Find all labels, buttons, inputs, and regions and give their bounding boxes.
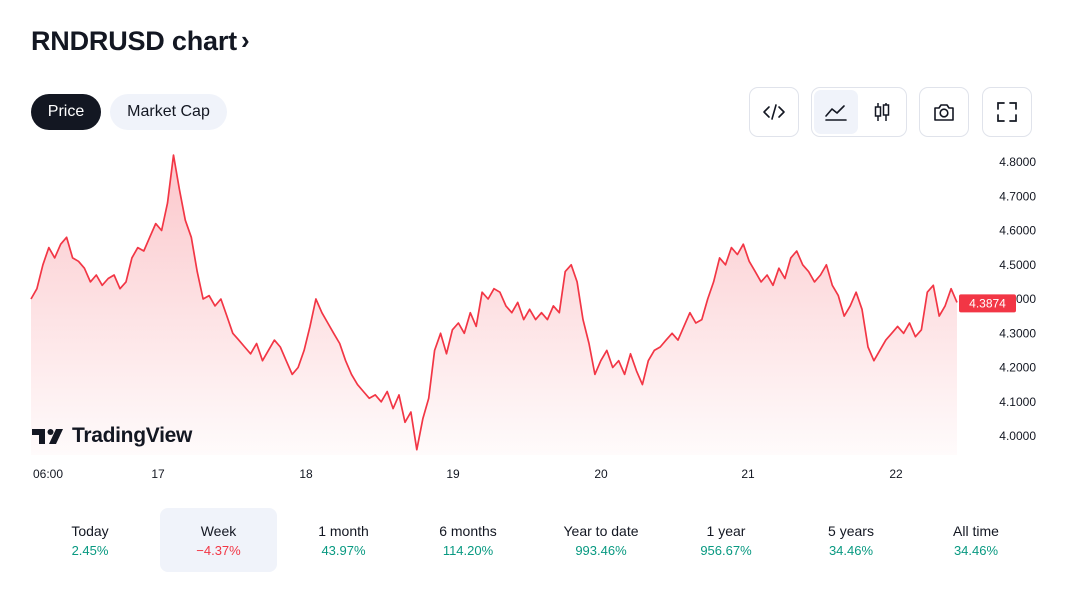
chart-title-text: RNDRUSD chart — [31, 26, 237, 56]
x-tick-label: 19 — [446, 467, 460, 481]
chevron-right-icon: › — [240, 25, 250, 55]
period-selector: Today 2.45% Week −4.37% 1 month 43.97% 6… — [20, 508, 1060, 572]
y-tick-label: 4.1000 — [999, 395, 1036, 409]
period-label: Week — [200, 522, 237, 539]
y-tick-label: 4.8000 — [999, 155, 1036, 169]
period-label: 1 year — [706, 522, 746, 539]
y-tick-label: 4.7000 — [999, 189, 1036, 203]
y-tick-label: 4.0000 — [999, 429, 1036, 443]
y-tick-label: 4.5000 — [999, 258, 1036, 272]
tab-price-label: Price — [47, 103, 85, 120]
candlestick-icon — [874, 103, 890, 121]
tab-market-cap-label: Market Cap — [127, 103, 210, 120]
fullscreen-icon — [997, 102, 1017, 122]
x-tick-label: 21 — [741, 467, 755, 481]
period-label: 6 months — [439, 522, 497, 539]
tradingview-logo[interactable]: TradingView — [32, 424, 192, 448]
code-icon — [763, 104, 785, 120]
price-area-fill — [31, 155, 957, 455]
tab-market-cap[interactable]: Market Cap — [110, 94, 227, 130]
x-axis: 06:00 17 18 19 20 21 22 — [33, 467, 903, 481]
x-tick-label: 06:00 — [33, 467, 63, 481]
area-style-button[interactable] — [814, 90, 858, 134]
period-label: Year to date — [563, 522, 639, 539]
x-tick-label: 18 — [299, 467, 313, 481]
y-tick-label: 4.6000 — [999, 224, 1036, 238]
period-change: 34.46% — [953, 542, 999, 558]
period-change: 956.67% — [700, 542, 752, 558]
period-all-time[interactable]: All time 34.46% — [926, 508, 1026, 572]
y-tick-label: 4.2000 — [999, 361, 1036, 375]
area-chart-icon — [825, 105, 847, 121]
period-change: 114.20% — [442, 542, 494, 558]
period-1-year[interactable]: 1 year 956.67% — [676, 508, 776, 572]
period-label: 1 month — [318, 522, 369, 539]
price-line — [30, 154, 958, 451]
candle-style-button[interactable] — [860, 90, 904, 134]
tab-price[interactable]: Price — [31, 94, 101, 130]
x-tick-label: 22 — [889, 467, 903, 481]
y-tick-label: 4.3000 — [999, 326, 1036, 340]
period-1-month[interactable]: 1 month 43.97% — [277, 508, 410, 572]
x-tick-label: 20 — [594, 467, 608, 481]
fullscreen-button[interactable] — [982, 87, 1032, 137]
price-chart[interactable]: 4.80004.70004.60004.50004.40004.30004.20… — [0, 0, 1068, 500]
snapshot-button[interactable] — [919, 87, 969, 137]
last-price-label: 4.3874 — [959, 294, 1016, 313]
period-label: Today — [71, 522, 109, 539]
period-label: 5 years — [828, 522, 874, 539]
period-change: 2.45% — [71, 542, 109, 558]
period-change: 34.46% — [828, 542, 874, 558]
embed-button[interactable] — [749, 87, 799, 137]
page-title[interactable]: RNDRUSD chart › — [31, 25, 250, 57]
period-year-to-date[interactable]: Year to date 993.46% — [526, 508, 676, 572]
tradingview-logo-icon — [32, 429, 63, 444]
period-change: 43.97% — [321, 542, 366, 558]
camera-icon — [934, 104, 954, 121]
period-week[interactable]: Week −4.37% — [160, 508, 277, 572]
period-5-years[interactable]: 5 years 34.46% — [776, 508, 926, 572]
tradingview-logo-text: TradingView — [72, 424, 193, 447]
x-tick-label: 17 — [151, 467, 165, 481]
period-label: All time — [953, 522, 999, 539]
period-6-months[interactable]: 6 months 114.20% — [410, 508, 526, 572]
last-price-badge — [959, 294, 1016, 313]
period-change: −4.37% — [196, 542, 241, 558]
period-change: 993.46% — [575, 542, 627, 558]
chart-style-group — [811, 87, 907, 137]
last-price-text: 4.3874 — [969, 296, 1006, 310]
period-today[interactable]: Today 2.45% — [20, 508, 160, 572]
